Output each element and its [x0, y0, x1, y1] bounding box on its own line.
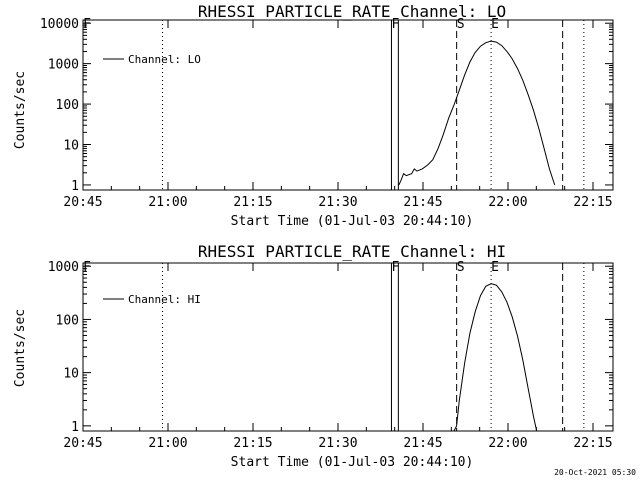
- x-axis-label-hi: Start Time (01-Jul-03 20:44:10): [231, 455, 474, 470]
- y-axis-label-lo: Counts/sec: [13, 71, 28, 149]
- event-marker-label: S: [457, 17, 465, 32]
- x-tick-label: 20:45: [63, 436, 102, 451]
- panel-hi: RHESSI PARTICLE_RATE Channel: HI Start T…: [13, 242, 614, 470]
- chart-title-lo: RHESSI PARTICLE_RATE Channel: LO: [198, 2, 506, 21]
- footer-timestamp: 20-Oct-2021 05:30: [554, 468, 636, 477]
- x-tick-label: 22:15: [573, 195, 612, 210]
- event-marker-label: S: [457, 260, 465, 275]
- event-box-marker: [390, 262, 399, 432]
- x-tick-label: 21:15: [233, 436, 272, 451]
- x-tick-label: 22:00: [488, 195, 527, 210]
- legend-label-hi: Channel: HI: [128, 293, 201, 306]
- x-tick-label: 21:15: [233, 195, 272, 210]
- x-tick-label: 22:15: [573, 436, 612, 451]
- event-marker-label: E: [491, 260, 499, 275]
- series-line: [453, 283, 538, 432]
- x-tick-label: 21:00: [148, 195, 187, 210]
- event-marker-label: F: [392, 17, 400, 32]
- x-tick-label: 21:45: [403, 436, 442, 451]
- x-tick-label: 21:30: [318, 436, 357, 451]
- panel-lo: RHESSI PARTICLE_RATE Channel: LO Start T…: [13, 2, 614, 229]
- x-tick-label: 21:00: [148, 436, 187, 451]
- y-tick-label: 1: [71, 420, 79, 435]
- x-tick-label: 20:45: [63, 195, 102, 210]
- series-line: [398, 40, 556, 186]
- event-marker-label: F: [83, 17, 91, 32]
- y-tick-label: 1000: [48, 260, 79, 275]
- y-tick-label: 10000: [40, 17, 79, 32]
- x-axis-label-lo: Start Time (01-Jul-03 20:44:10): [231, 214, 474, 229]
- y-tick-label: 100: [56, 313, 79, 328]
- x-tick-label: 21:30: [318, 195, 357, 210]
- y-tick-label: 1: [71, 179, 79, 194]
- y-tick-label: 1000: [48, 58, 79, 73]
- legend-lo: Channel: LO: [103, 53, 201, 66]
- event-marker-label: F: [392, 260, 400, 275]
- x-tick-label: 22:00: [488, 436, 527, 451]
- chart-title-hi: RHESSI PARTICLE_RATE Channel: HI: [198, 242, 506, 261]
- y-axis-label-hi: Counts/sec: [13, 309, 28, 387]
- event-marker-label: E: [491, 17, 499, 32]
- legend-label-lo: Channel: LO: [128, 53, 201, 66]
- x-tick-label: 21:45: [403, 195, 442, 210]
- y-tick-label: 100: [56, 98, 79, 113]
- event-box-marker: [390, 19, 399, 191]
- y-tick-label: 10: [63, 139, 79, 154]
- y-tick-label: 10: [63, 367, 79, 382]
- legend-hi: Channel: HI: [103, 293, 201, 306]
- event-marker-label: F: [83, 260, 91, 275]
